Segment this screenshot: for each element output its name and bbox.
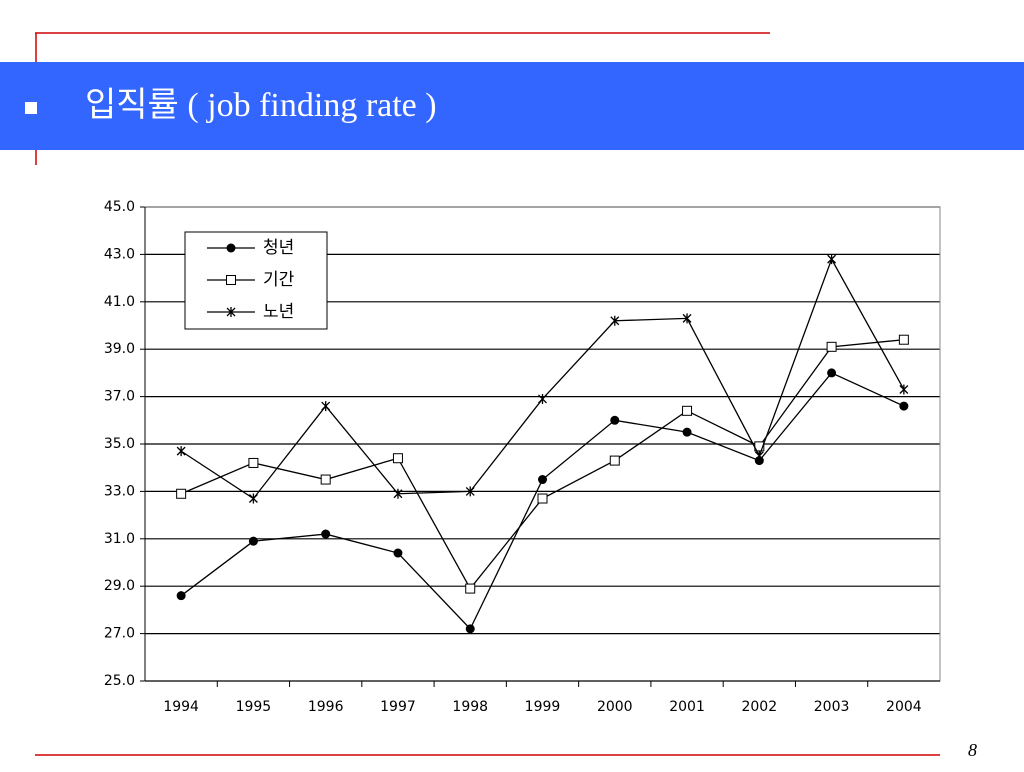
marker bbox=[682, 313, 692, 324]
legend-label: 노년 bbox=[263, 302, 294, 322]
y-tick-label: 27.0 bbox=[104, 626, 135, 642]
bullet bbox=[25, 102, 37, 114]
marker bbox=[248, 457, 259, 468]
marker bbox=[899, 384, 909, 395]
marker bbox=[248, 493, 258, 504]
marker bbox=[538, 393, 547, 404]
chart: 25.0 27.0 29.0 31.0 33.0 35.0 37.0 39.0 41.0 43.0… bbox=[104, 199, 941, 715]
marker bbox=[682, 405, 693, 416]
x-tick-label: 2003 bbox=[814, 699, 850, 715]
marker bbox=[538, 475, 547, 485]
marker bbox=[393, 548, 403, 558]
marker bbox=[392, 453, 403, 464]
slide-title: 입직률 ( job finding rate ) bbox=[85, 87, 437, 124]
marker bbox=[465, 486, 475, 497]
marker bbox=[826, 341, 837, 352]
marker bbox=[827, 254, 837, 265]
x-tick-label: 2001 bbox=[669, 699, 705, 715]
legend-label: 기간 bbox=[263, 270, 295, 290]
y-tick-label: 39.0 bbox=[104, 341, 135, 357]
y-tick-label: 31.0 bbox=[104, 531, 135, 547]
x-tick-label: 1998 bbox=[452, 699, 488, 715]
marker bbox=[899, 401, 909, 411]
page-number: 8 bbox=[968, 740, 977, 760]
marker bbox=[465, 624, 475, 634]
marker bbox=[176, 591, 186, 601]
title-band bbox=[0, 62, 1024, 150]
x-tick-label: 1999 bbox=[525, 699, 561, 715]
marker bbox=[176, 488, 187, 499]
y-tick-label: 45.0 bbox=[104, 199, 135, 215]
marker bbox=[610, 415, 620, 425]
y-tick-label: 29.0 bbox=[104, 578, 135, 594]
legend-marker bbox=[226, 243, 236, 253]
x-tick-label: 2004 bbox=[886, 699, 922, 715]
x-tick-label: 1995 bbox=[236, 699, 272, 715]
y-tick-label: 33.0 bbox=[104, 483, 135, 499]
x-tick-label: 2000 bbox=[597, 699, 633, 715]
legend-box bbox=[184, 231, 328, 330]
y-tick-label: 35.0 bbox=[104, 436, 135, 452]
y-tick-label: 41.0 bbox=[104, 294, 135, 310]
marker bbox=[537, 493, 548, 504]
marker bbox=[827, 368, 837, 378]
series-line bbox=[180, 339, 904, 590]
marker bbox=[754, 450, 764, 461]
marker bbox=[609, 455, 620, 466]
x-tick-label: 1997 bbox=[380, 699, 416, 715]
marker bbox=[321, 401, 331, 412]
marker bbox=[610, 315, 620, 326]
marker bbox=[321, 529, 331, 539]
y-tick-label: 25.0 bbox=[104, 673, 135, 689]
legend-marker bbox=[226, 275, 236, 285]
marker bbox=[465, 583, 476, 594]
x-tick-label: 1994 bbox=[163, 699, 199, 715]
marker bbox=[176, 446, 186, 457]
legend-label: 청년 bbox=[263, 238, 294, 258]
x-tick-label: 1996 bbox=[308, 699, 344, 715]
marker bbox=[320, 474, 331, 485]
marker bbox=[248, 536, 258, 546]
marker bbox=[898, 334, 909, 345]
y-tick-label: 37.0 bbox=[104, 389, 135, 405]
legend-marker bbox=[226, 307, 236, 317]
x-tick-label: 2002 bbox=[741, 699, 777, 715]
marker bbox=[393, 488, 403, 499]
y-tick-label: 43.0 bbox=[104, 246, 135, 262]
marker bbox=[682, 427, 692, 437]
